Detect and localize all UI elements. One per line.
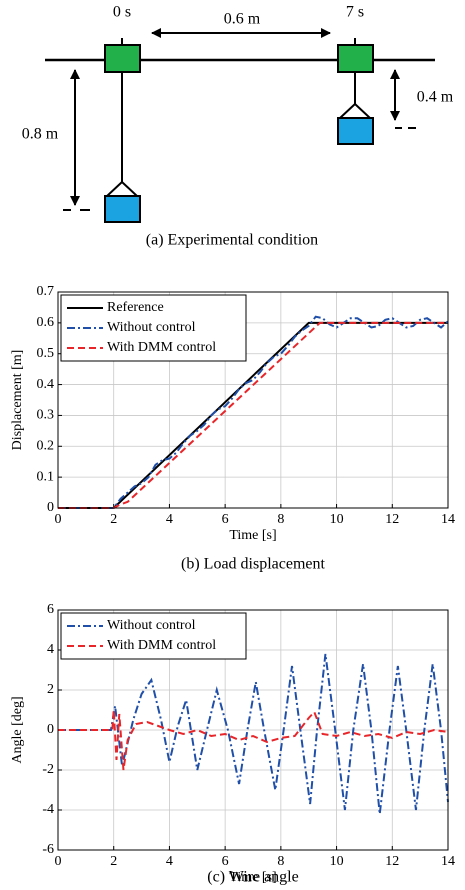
legend-box [60, 294, 247, 362]
legend-label: Reference [107, 300, 164, 315]
caption: (b) Load displacement [181, 556, 326, 573]
y-tick-label: 0.5 [37, 346, 55, 361]
y-tick-label: 0.1 [37, 469, 55, 484]
x-tick-label: 2 [110, 854, 117, 869]
x-tick-label: 2 [110, 512, 117, 527]
y-tick-label: 0.2 [37, 439, 55, 454]
x-tick-label: 12 [385, 854, 399, 869]
chart: 0 2 4 6 8 10 12 14 -6 -4 -2 0 2 4 6 Without control With… [10, 602, 455, 885]
time-label: 0 s [113, 4, 131, 21]
x-tick-label: 12 [385, 512, 399, 527]
y-tick-label: 0.7 [37, 284, 55, 299]
dimension-label: 0.4 m [417, 89, 454, 106]
legend-box [60, 612, 247, 660]
x-tick-label: 4 [166, 854, 173, 869]
x-tick-label: 0 [55, 854, 62, 869]
x-tick-label: 6 [222, 512, 229, 527]
diagram: 0 s 7 s 0.6 m 0.8 m 0.4 m (a) Experiment… [22, 4, 454, 249]
y-tick-label: -4 [42, 802, 54, 817]
load-end [337, 117, 374, 145]
y-tick-label: 4 [47, 642, 54, 657]
dimension-label: 0.6 m [224, 11, 261, 28]
x-tick-label: 6 [222, 854, 229, 869]
y-tick-label: 0.6 [37, 315, 55, 330]
legend-label: Without control [107, 618, 196, 633]
x-tick-label: 8 [277, 512, 284, 527]
plot-frame [57, 291, 449, 509]
trolley-end [337, 44, 374, 73]
x-tick-label: 0 [55, 512, 62, 527]
x-tick-label: 14 [441, 854, 455, 869]
x-tick-label: 10 [330, 512, 344, 527]
y-tick-label: 2 [47, 682, 54, 697]
caption: (c) Wire angle [207, 869, 298, 886]
y-tick-label: -6 [42, 842, 54, 857]
y-tick-label: 6 [47, 602, 54, 617]
y-tick-label: 0.4 [37, 377, 55, 392]
hook-end [337, 102, 373, 119]
trolley-start [104, 44, 141, 73]
data-line [58, 315, 449, 509]
chart: 0 2 4 6 8 10 12 14 0 0.1 0.2 0.3 0.4 0.5 0.6 0.7 Referen… [10, 284, 455, 572]
y-tick-label: 0 [47, 500, 54, 515]
x-axis-label: Time [s] [229, 870, 276, 885]
hook-start [104, 180, 140, 197]
y-tick-label: 0.3 [37, 408, 55, 423]
legend-label: With DMM control [107, 638, 216, 653]
y-axis-label: Angle [deg] [10, 696, 25, 763]
caption: (a) Experimental condition [146, 232, 318, 249]
load-start [104, 195, 141, 223]
plot-frame [57, 609, 449, 851]
dimension-label: 0.8 m [22, 126, 59, 143]
x-tick-label: 8 [277, 854, 284, 869]
x-tick-label: 4 [166, 512, 173, 527]
x-axis-label: Time [s] [229, 528, 276, 543]
data-line [58, 709, 449, 771]
legend-label: With DMM control [107, 340, 216, 355]
x-tick-label: 10 [330, 854, 344, 869]
x-tick-label: 14 [441, 512, 455, 527]
time-label: 7 s [346, 4, 364, 21]
y-tick-label: -2 [42, 762, 54, 777]
y-axis-label: Displacement [m] [10, 350, 25, 451]
legend-label: Without control [107, 320, 196, 335]
data-line [58, 653, 449, 815]
y-tick-label: 0 [47, 722, 54, 737]
